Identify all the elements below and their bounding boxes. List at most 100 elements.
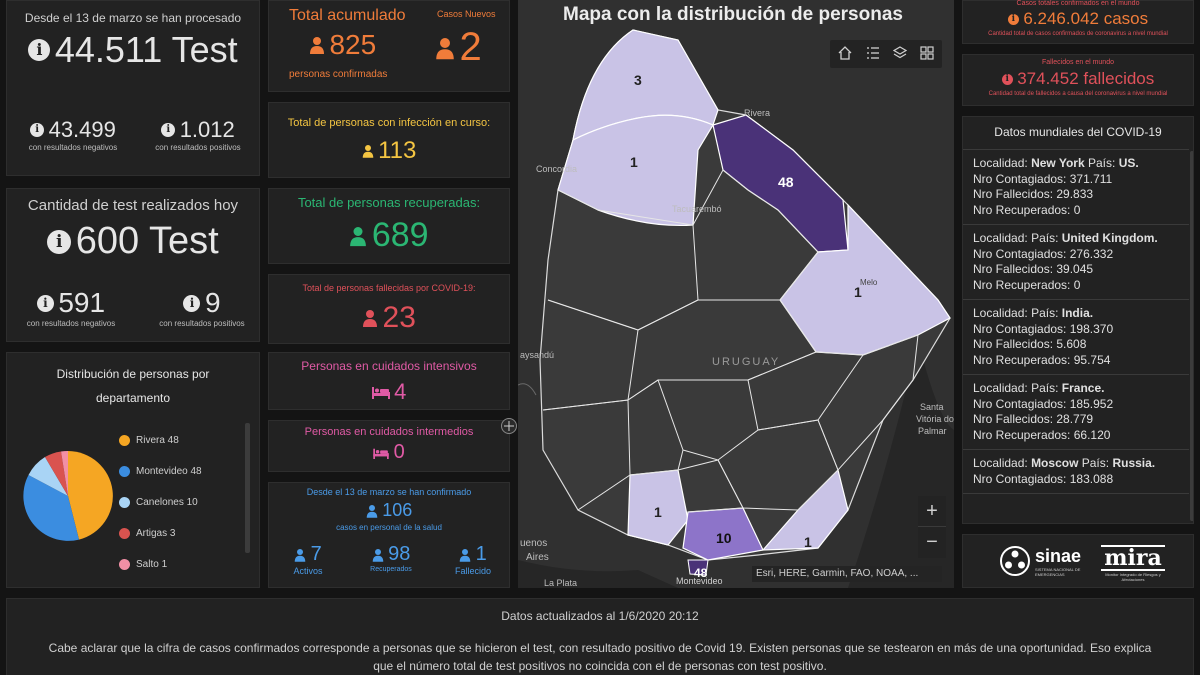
pie-slice-salto[interactable] xyxy=(61,451,68,496)
info-icon: i xyxy=(1001,73,1013,85)
map-label-santa-vitoria-3: Palmar xyxy=(918,426,947,436)
zoom-in-button[interactable]: + xyxy=(918,496,946,527)
info-icon: i xyxy=(161,123,176,137)
map-toolbar xyxy=(830,40,942,68)
pie-panel: Distribución de personas por departament… xyxy=(6,352,260,588)
in-course-title: Total de personas con infección en curso… xyxy=(287,117,491,129)
dept-salto[interactable] xyxy=(557,114,714,226)
world-cases-subcaption: Cantidad total de casos confirmados de c… xyxy=(988,31,1168,37)
deceased-value: 23 xyxy=(382,301,416,334)
infected-value: 183.088 xyxy=(1069,471,1114,486)
pie-legend-item: Rivera 48 xyxy=(119,435,239,466)
logos-panel: sinae SISTEMA NACIONAL DE EMERGENCIAS mi… xyxy=(962,534,1194,588)
map-label-santa-vitoria-1: Santa xyxy=(920,402,944,412)
list-item[interactable]: Localidad: País: India. Nro Contagiados:… xyxy=(963,300,1189,375)
world-list-panel: Datos mundiales del COVID-19 Localidad: … xyxy=(962,116,1194,524)
map-label-buenos-aires-1: uenos xyxy=(520,538,548,549)
pie-legend-item: Montevideo 48 xyxy=(119,466,239,497)
map-count-maldonado: 1 xyxy=(804,534,812,550)
map-count-cerro-largo: 1 xyxy=(854,284,862,300)
world-list-scrollbar[interactable] xyxy=(1190,151,1193,521)
new-cases-row: 2 xyxy=(435,25,482,70)
layers-icon[interactable] xyxy=(892,46,908,60)
person-icon xyxy=(310,37,324,54)
country-name: India. xyxy=(1061,306,1094,320)
footer-note-line1: Cabe aclarar que la cifra de casos confi… xyxy=(48,641,1152,655)
tests-total-positives-value: 1.012 xyxy=(179,117,235,142)
dept-maldonado[interactable] xyxy=(761,468,849,551)
home-icon[interactable] xyxy=(838,46,852,60)
world-list-title: Datos mundiales del COVID-19 xyxy=(994,125,1162,139)
pie-slice-rivera[interactable] xyxy=(68,451,113,540)
legend-swatch xyxy=(119,435,130,446)
pie-legend-label: Montevideo 48 xyxy=(136,466,202,477)
list-item[interactable]: Localidad: Moscow País: Russia. Nro Cont… xyxy=(963,450,1189,494)
world-cases-caption: Casos totales confirmados en el mundo xyxy=(1016,0,1140,7)
map-count-salto: 1 xyxy=(630,154,638,170)
zoom-out-button[interactable]: − xyxy=(926,531,938,553)
intensive-value: 4 xyxy=(394,379,407,404)
legend-list-icon[interactable] xyxy=(866,46,880,60)
pie-slice-canelones[interactable] xyxy=(28,457,69,496)
zoom-controls: + − xyxy=(918,496,946,558)
map-label-country: URUGUAY xyxy=(712,356,781,368)
sinae-name: sinae xyxy=(1035,546,1082,566)
health-staff-value-row: 106 xyxy=(269,500,509,521)
accumulated-panel: Total acumulado 825 personas confirmadas… xyxy=(268,0,510,92)
map-attribution[interactable]: Esri, HERE, Garmin, FAO, NOAA, ... xyxy=(752,566,942,582)
health-staff-caption: Desde el 13 de marzo se han confirmado xyxy=(306,487,472,497)
infected-value: 185.952 xyxy=(1069,396,1114,411)
pie-legend: Rivera 48 Montevideo 48 Canelones 10 Art… xyxy=(119,435,239,590)
list-item[interactable]: Localidad: New York País: US. Nro Contag… xyxy=(963,150,1189,225)
pie-title-line1: Distribución de personas por xyxy=(56,367,210,381)
in-course-panel: Total de personas con infección en curso… xyxy=(268,102,510,178)
legend-swatch xyxy=(119,497,130,508)
recovered-title: Total de personas recuperadas: xyxy=(297,195,481,210)
map-label-tacuarembo: Tacuarembó xyxy=(672,204,722,214)
map-resize-handle[interactable] xyxy=(501,418,517,434)
intensive-value-row: 4 xyxy=(269,379,509,405)
pie-slice-montevideo[interactable] xyxy=(23,475,79,541)
map-panel[interactable]: Mapa con la distribución de personas 3 1… xyxy=(518,0,954,588)
intermediate-value: 0 xyxy=(393,441,405,463)
footer-panel: Datos actualizados al 1/6/2020 20:12 Cab… xyxy=(6,598,1194,675)
country-name: Russia. xyxy=(1112,456,1156,470)
city-name: New York xyxy=(1031,156,1085,170)
basemap-gallery-icon[interactable] xyxy=(920,46,934,60)
tests-today-caption: Cantidad de test realizados hoy xyxy=(27,197,239,214)
map-label-melo: Melo xyxy=(860,278,878,287)
map-canvas[interactable] xyxy=(518,0,954,588)
world-list[interactable]: Localidad: New York País: US. Nro Contag… xyxy=(963,149,1189,523)
recovered-label: Nro Recuperados: xyxy=(973,277,1071,292)
deaths-value: 29.833 xyxy=(1056,187,1094,201)
map-count-san-jose: 1 xyxy=(654,504,662,520)
pie-title-line2: departamento xyxy=(95,391,171,405)
world-deaths-caption: Fallecidos en el mundo xyxy=(1042,59,1114,66)
health-staff-deceased-value: 1 xyxy=(475,543,487,565)
info-icon: i xyxy=(30,123,45,137)
intermediate-title: Personas en cuidados intermedios xyxy=(304,426,474,438)
list-item[interactable]: Localidad: País: France. Nro Contagiados… xyxy=(963,375,1189,450)
list-item[interactable]: Localidad: País: United Kingdom. Nro Con… xyxy=(963,225,1189,300)
intensive-panel: Personas en cuidados intensivos 4 xyxy=(268,352,510,410)
tests-total-value: 44.511 Test xyxy=(54,29,238,70)
legend-scrollbar[interactable] xyxy=(245,423,250,553)
health-staff-deceased-label: Fallecido xyxy=(454,566,492,576)
person-icon xyxy=(366,504,377,518)
recovered-value-row: 689 xyxy=(269,216,509,255)
mira-name: mira xyxy=(1101,545,1165,571)
tests-total-negatives-value: 43.499 xyxy=(48,117,116,142)
mira-sub: Monitor Integrado de Riesgos y Afectacio… xyxy=(1105,572,1161,582)
deaths-value: 5.608 xyxy=(1056,337,1087,351)
footer-updated: Datos actualizados al 1/6/2020 20:12 xyxy=(501,609,699,623)
health-staff-active-value: 7 xyxy=(310,543,322,565)
infected-label: Nro Contagiados: xyxy=(973,171,1067,186)
pie-slice-artigas[interactable] xyxy=(45,451,68,497)
pie-legend-label: Rivera 48 xyxy=(136,435,179,446)
country-name: United Kingdom. xyxy=(1061,231,1158,245)
new-cases-title: Casos Nuevos xyxy=(437,9,496,19)
dept-montevideo[interactable] xyxy=(687,559,709,576)
recovered-value: 66.120 xyxy=(1073,427,1111,442)
recovered-value: 689 xyxy=(371,216,429,254)
world-deaths-subcaption: Cantidad total de fallecidos a causa del… xyxy=(988,91,1168,97)
